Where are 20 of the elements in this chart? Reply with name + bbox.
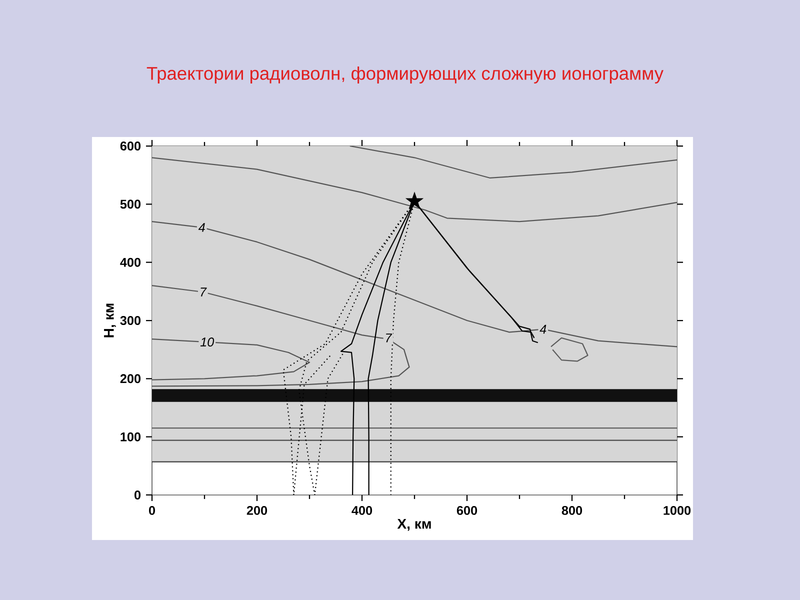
x-tick-label: 1000: [664, 506, 691, 515]
x-tick-label: 400: [352, 506, 372, 515]
y-tick-label: 500: [120, 200, 141, 209]
annotation: 4: [198, 223, 205, 232]
chart-title: Траектории радиоволн, формирующих сложную ионограмму: [146, 66, 664, 84]
annotation: 7: [386, 334, 392, 342]
x-tick-label: 200: [246, 506, 268, 515]
y-tick-label: 100: [120, 432, 141, 442]
y-tick-label: 400: [120, 258, 141, 267]
y-tick-label: 300: [120, 316, 141, 325]
x-tick-label: 800: [562, 506, 582, 515]
y-axis-title: H, км: [104, 304, 116, 338]
y-tick-label: 600: [120, 142, 141, 150]
x-tick-label: 600: [456, 506, 478, 515]
annotation: 4: [540, 324, 546, 334]
annotation: 7: [200, 288, 207, 296]
y-tick-label: 200: [120, 374, 141, 384]
y-tick-label: 0: [134, 490, 141, 500]
x-axis-title: X, км: [397, 518, 431, 531]
x-tick-label: 0: [148, 506, 156, 515]
